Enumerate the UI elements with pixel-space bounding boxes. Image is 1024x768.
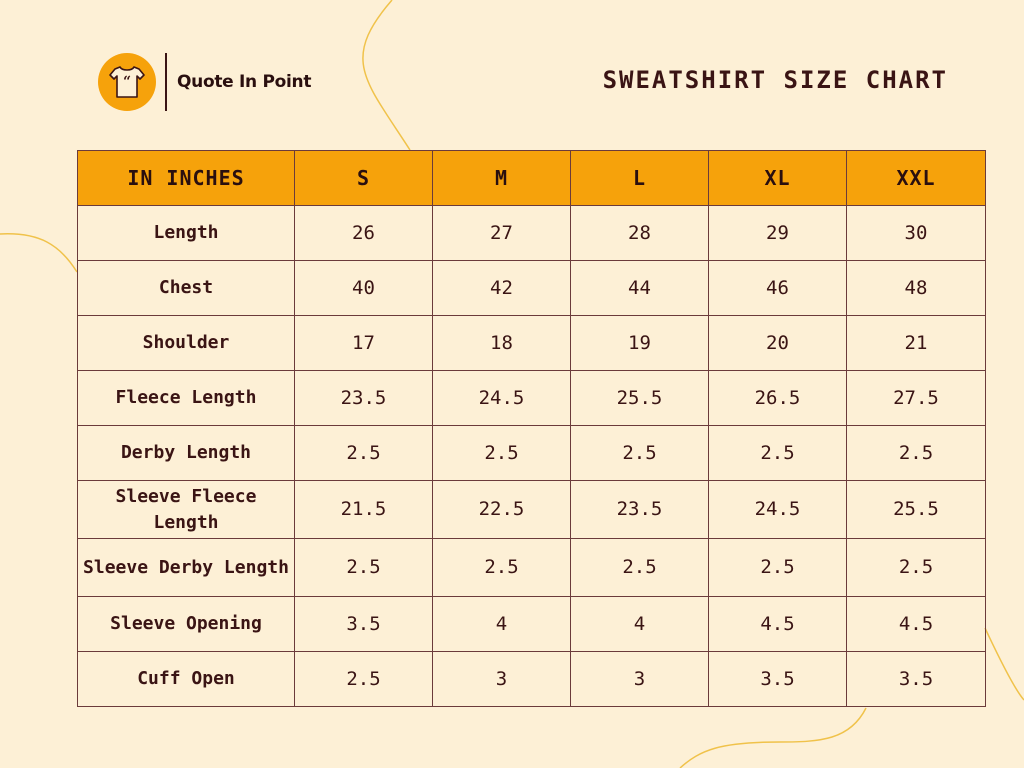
table-cell: 4 — [570, 596, 709, 652]
table-cell: 2.5 — [294, 651, 433, 707]
table-cell: 3 — [570, 651, 709, 707]
table-cell: 3.5 — [294, 596, 433, 652]
row-label: Sleeve Fleece Length — [77, 480, 295, 539]
table-cell: 40 — [294, 260, 433, 316]
table-cell: 2.5 — [432, 425, 571, 481]
table-cell: 21 — [846, 315, 986, 371]
table-row: Fleece Length 23.5 24.5 25.5 26.5 27.5 — [77, 370, 986, 426]
table-cell: 2.5 — [294, 538, 433, 597]
decor-line-bottom — [679, 707, 867, 768]
table-cell: 3.5 — [846, 651, 986, 707]
brand-header: “ Quote In Point — [98, 52, 311, 112]
table-cell: 26.5 — [708, 370, 847, 426]
table-cell: 4.5 — [846, 596, 986, 652]
table-row: Derby Length 2.5 2.5 2.5 2.5 2.5 — [77, 425, 986, 481]
brand-divider — [165, 53, 167, 111]
table-cell: 2.5 — [570, 425, 709, 481]
row-label: Shoulder — [77, 315, 295, 371]
table-cell: 20 — [708, 315, 847, 371]
table-cell: 42 — [432, 260, 571, 316]
size-chart-table: IN INCHES S M L XL XXL Length 26 27 28 2… — [77, 150, 986, 707]
row-label: Derby Length — [77, 425, 295, 481]
table-cell: 24.5 — [708, 480, 847, 539]
table-cell: 2.5 — [570, 538, 709, 597]
table-cell: 18 — [432, 315, 571, 371]
table-cell: 2.5 — [846, 538, 986, 597]
table-cell: 44 — [570, 260, 709, 316]
table-cell: 25.5 — [570, 370, 709, 426]
table-cell: 2.5 — [708, 425, 847, 481]
table-row: Sleeve Opening 3.5 4 4 4.5 4.5 — [77, 596, 986, 652]
table-cell: 19 — [570, 315, 709, 371]
table-cell: 3.5 — [708, 651, 847, 707]
table-cell: 48 — [846, 260, 986, 316]
table-cell: 3 — [432, 651, 571, 707]
table-cell: 24.5 — [432, 370, 571, 426]
tshirt-quote-icon: “ — [98, 53, 156, 111]
brand-name: Quote In Point — [177, 72, 312, 92]
table-cell: 22.5 — [432, 480, 571, 539]
header-cell-size-s: S — [294, 150, 433, 206]
table-cell: 2.5 — [432, 538, 571, 597]
table-cell: 27.5 — [846, 370, 986, 426]
table-cell: 2.5 — [708, 538, 847, 597]
table-cell: 23.5 — [294, 370, 433, 426]
table-cell: 26 — [294, 205, 433, 261]
table-cell: 27 — [432, 205, 571, 261]
table-cell: 28 — [570, 205, 709, 261]
table-row: Length 26 27 28 29 30 — [77, 205, 986, 261]
table-cell: 29 — [708, 205, 847, 261]
table-cell: 2.5 — [846, 425, 986, 481]
table-row: Cuff Open 2.5 3 3 3.5 3.5 — [77, 651, 986, 707]
decor-line-right — [984, 627, 1024, 701]
table-cell: 2.5 — [294, 425, 433, 481]
table-row: Sleeve Derby Length 2.5 2.5 2.5 2.5 2.5 — [77, 538, 986, 597]
table-cell: 23.5 — [570, 480, 709, 539]
row-label: Fleece Length — [77, 370, 295, 426]
table-cell: 4.5 — [708, 596, 847, 652]
table-cell: 46 — [708, 260, 847, 316]
svg-text:“: “ — [123, 74, 131, 90]
header-cell-size-l: L — [570, 150, 709, 206]
table-cell: 4 — [432, 596, 571, 652]
table-cell: 17 — [294, 315, 433, 371]
table-cell: 21.5 — [294, 480, 433, 539]
table-row: Sleeve Fleece Length 21.5 22.5 23.5 24.5… — [77, 480, 986, 539]
row-label: Sleeve Opening — [77, 596, 295, 652]
decor-line-top — [362, 0, 411, 151]
header-cell-unit: IN INCHES — [77, 150, 295, 206]
table-cell: 30 — [846, 205, 986, 261]
page-title: SWEATSHIRT SIZE CHART — [602, 66, 948, 94]
table-cell: 25.5 — [846, 480, 986, 539]
row-label: Cuff Open — [77, 651, 295, 707]
header-cell-size-xxl: XXL — [846, 150, 986, 206]
table-row: Shoulder 17 18 19 20 21 — [77, 315, 986, 371]
row-label: Chest — [77, 260, 295, 316]
table-row: Chest 40 42 44 46 48 — [77, 260, 986, 316]
decor-line-left — [0, 233, 78, 273]
header-cell-size-m: M — [432, 150, 571, 206]
row-label: Sleeve Derby Length — [77, 538, 295, 597]
header-cell-size-xl: XL — [708, 150, 847, 206]
row-label: Length — [77, 205, 295, 261]
table-header-row: IN INCHES S M L XL XXL — [77, 150, 986, 206]
